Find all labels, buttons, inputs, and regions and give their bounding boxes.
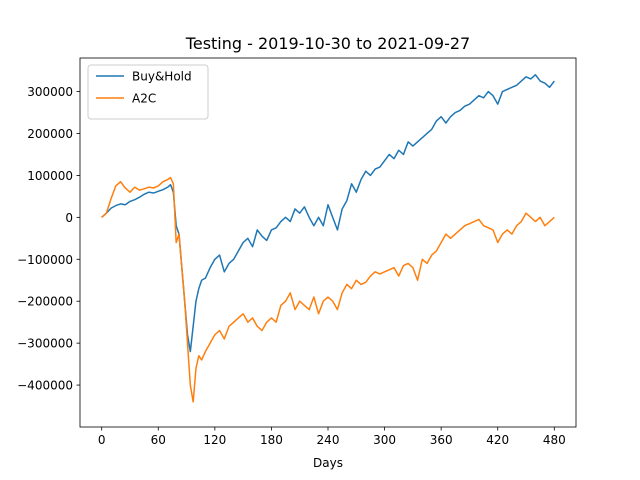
x-tick-label: 60 [151,433,166,447]
y-tick-label: −100000 [17,253,73,267]
x-tick-label: 180 [260,433,283,447]
series-layer [101,74,555,403]
x-tick-label: 240 [317,433,340,447]
x-axis-label: Days [313,456,343,470]
legend-box [87,64,209,120]
y-tick-label: −200000 [17,295,73,309]
x-tick-label: 360 [430,433,453,447]
series-line-a2c [101,176,555,403]
chart-title: Testing - 2019-10-30 to 2021-09-27 [185,34,470,53]
y-tick-label: 300000 [27,85,73,99]
y-tick-label: −400000 [17,379,73,393]
legend-label-buy-hold: Buy&Hold [132,70,192,84]
x-tick-label: 0 [98,433,106,447]
legend: Buy&Hold A2C [87,64,209,120]
y-axis: −400000 −300000 −200000 −100000 0 100000 20000… [17,85,80,393]
y-tick-label: −300000 [17,337,73,351]
x-axis: 0 60 120 180 240 300 360 420 480 [98,427,566,447]
x-tick-label: 420 [486,433,509,447]
x-tick-label: 300 [373,433,396,447]
y-tick-label: 0 [65,211,73,225]
legend-label-a2c: A2C [132,92,156,106]
x-tick-label: 480 [543,433,566,447]
x-tick-label: 120 [203,433,226,447]
y-tick-label: 100000 [27,169,73,183]
y-tick-label: 200000 [27,127,73,141]
